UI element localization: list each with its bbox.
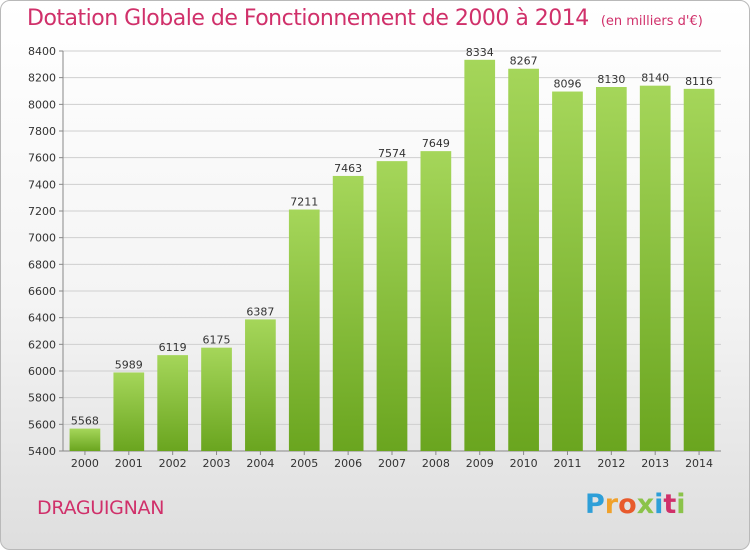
value-label-2005: 7211	[290, 196, 318, 209]
value-label-2011: 8096	[553, 78, 581, 91]
value-label-2000: 5568	[71, 415, 99, 428]
x-tick-label-2003: 2003	[203, 457, 231, 470]
x-tick-label-2005: 2005	[290, 457, 318, 470]
y-tick-label: 8400	[28, 45, 56, 58]
y-tick-label: 7800	[28, 125, 56, 138]
bar-2001	[113, 372, 145, 451]
bar-2002	[157, 355, 189, 451]
value-label-2014: 8116	[685, 75, 713, 88]
y-tick-label: 5800	[28, 392, 56, 405]
x-tick-label-2014: 2014	[685, 457, 713, 470]
bar-2009	[464, 59, 496, 452]
bar-2005	[288, 209, 320, 451]
y-tick-label: 5400	[28, 445, 56, 458]
x-tick-label-2004: 2004	[246, 457, 274, 470]
value-label-2006: 7463	[334, 162, 362, 175]
y-tick-label: 7000	[28, 232, 56, 245]
y-tick-label: 7600	[28, 152, 56, 165]
x-tick-label-2002: 2002	[159, 457, 187, 470]
x-tick-label-2007: 2007	[378, 457, 406, 470]
y-tick-label: 8200	[28, 72, 56, 85]
value-label-2013: 8140	[641, 72, 669, 85]
bar-2013	[639, 85, 671, 452]
value-label-2004: 6387	[246, 305, 274, 318]
tick-labels: 5400 5600 5800 6000 6200 6400 6600 6800 7000 7200…	[28, 45, 713, 470]
title-text: Dotation Globale de Fonctionnement de 20…	[27, 6, 589, 31]
chart-title: Dotation Globale de Fonctionnement de 20…	[27, 6, 703, 31]
value-labels: 5568 5989 6119 6175 6387 7211 7463 7574 7649 8334…	[71, 46, 713, 428]
bar-2000	[69, 428, 101, 451]
x-tick-label-2008: 2008	[422, 457, 450, 470]
unit-label: (en milliers d'€)	[600, 14, 703, 29]
y-tick-label: 6800	[28, 258, 56, 271]
x-tick-label-2000: 2000	[71, 457, 99, 470]
proxiti-logo: Proxiti	[585, 489, 686, 520]
x-tick-label-2012: 2012	[597, 457, 625, 470]
bar-2014	[683, 88, 715, 451]
y-tick-label: 5600	[28, 418, 56, 431]
bar-2008	[420, 151, 452, 451]
x-tick-label-2006: 2006	[334, 457, 362, 470]
bar-2006	[332, 175, 364, 451]
value-label-2009: 8334	[466, 46, 494, 59]
y-tick-label: 6600	[28, 285, 56, 298]
bar-2011	[552, 91, 583, 452]
value-label-2008: 7649	[422, 137, 450, 150]
x-tick-label-2010: 2010	[510, 457, 538, 470]
y-tick-label: 7400	[28, 178, 56, 191]
value-label-2007: 7574	[378, 147, 406, 160]
y-tick-label: 6000	[28, 365, 56, 378]
value-label-2012: 8130	[597, 73, 625, 86]
x-tick-label-2001: 2001	[115, 457, 143, 470]
y-tick-label: 6400	[28, 312, 56, 325]
x-tick-label-2011: 2011	[553, 457, 581, 470]
value-label-2010: 8267	[510, 55, 538, 68]
value-label-2003: 6175	[203, 334, 231, 347]
y-tick-label: 8000	[28, 98, 56, 111]
x-tick-label-2009: 2009	[466, 457, 494, 470]
y-tick-label: 7200	[28, 205, 56, 218]
y-tick-label: 6200	[28, 338, 56, 351]
bars	[69, 59, 715, 452]
town-name: DRAGUIGNAN	[37, 497, 165, 519]
bar-2004	[245, 319, 276, 451]
bar-2012	[595, 87, 627, 451]
x-tick-label-2013: 2013	[641, 457, 669, 470]
bar-2003	[201, 347, 232, 451]
value-label-2002: 6119	[159, 341, 187, 354]
value-label-2001: 5989	[115, 358, 143, 371]
bar-2010	[508, 68, 539, 451]
bar-2007	[376, 161, 408, 451]
